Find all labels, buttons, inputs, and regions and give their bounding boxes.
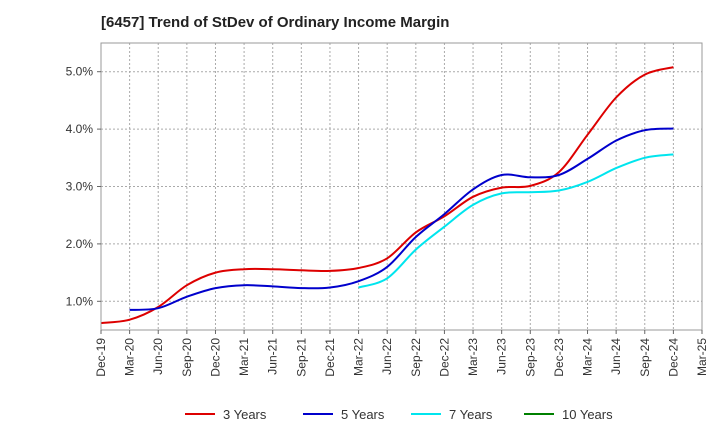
legend-label-5-years: 5 Years — [341, 407, 385, 422]
x-tick-label: Jun-20 — [151, 338, 165, 375]
x-tick-label: Dec-21 — [323, 338, 337, 377]
x-tick-label: Mar-24 — [581, 338, 595, 376]
legend: 3 Years 5 Years 7 Years 10 Years — [185, 407, 613, 422]
x-tick-label: Jun-23 — [495, 338, 509, 375]
x-tick-label: Sep-21 — [294, 338, 308, 377]
x-tick-label: Dec-22 — [437, 338, 451, 377]
x-tick-label: Sep-23 — [523, 338, 537, 377]
y-tick-label: 4.0% — [66, 122, 94, 136]
y-tick-label: 2.0% — [66, 237, 94, 251]
x-tick-label: Dec-24 — [666, 338, 680, 377]
y-tick-label: 5.0% — [66, 65, 94, 79]
y-tick-label: 1.0% — [66, 294, 94, 308]
x-tick-label: Mar-20 — [123, 338, 137, 376]
x-tick-label: Jun-21 — [266, 338, 280, 375]
legend-label-3-years: 3 Years — [223, 407, 267, 422]
legend-label-7-years: 7 Years — [449, 407, 493, 422]
x-tick-label: Sep-24 — [638, 338, 652, 377]
series-line-7-years — [358, 153, 674, 289]
x-tick-label: Dec-19 — [94, 338, 108, 377]
x-tick-label: Sep-22 — [409, 338, 423, 377]
legend-label-10-years: 10 Years — [562, 407, 613, 422]
x-axis: Dec-19 Mar-20 Jun-20 Sep-20 Dec-20 Mar-21 Jun-… — [94, 330, 709, 377]
x-tick-label: Jun-22 — [380, 338, 394, 375]
series-line-5-years — [129, 127, 674, 311]
x-tick-label: Dec-23 — [552, 338, 566, 377]
x-tick-label: Mar-25 — [695, 338, 709, 376]
x-tick-label: Mar-23 — [466, 338, 480, 376]
x-tick-label: Dec-20 — [208, 338, 222, 377]
x-tick-label: Mar-21 — [237, 338, 251, 376]
grid — [101, 43, 702, 330]
x-tick-label: Sep-20 — [180, 338, 194, 377]
chart-title: [6457] Trend of StDev of Ordinary Income… — [101, 14, 450, 31]
y-tick-label: 3.0% — [66, 180, 94, 194]
x-tick-label: Jun-24 — [609, 338, 623, 375]
y-axis: 1.0% 2.0% 3.0% 4.0% 5.0% — [66, 65, 101, 308]
series-line-3-years — [100, 66, 674, 325]
series-group — [100, 66, 674, 325]
x-tick-label: Mar-22 — [352, 338, 366, 376]
